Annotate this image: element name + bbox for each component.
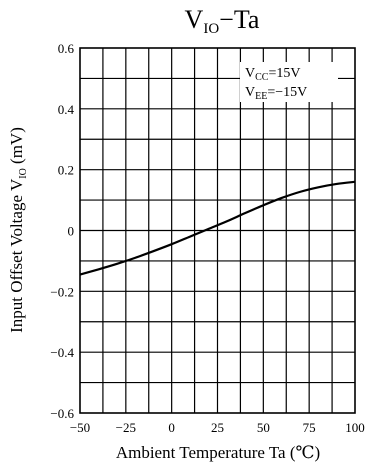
y-tick-label: 0.6 <box>58 41 75 56</box>
x-tick-label: −50 <box>70 420 90 435</box>
y-axis-label: Input Offset Voltage VIO (mV) <box>7 127 29 333</box>
y-tick-label: −0.6 <box>50 406 74 421</box>
x-tick-label: 25 <box>211 420 224 435</box>
y-tick-label: 0.4 <box>58 102 75 117</box>
x-tick-label: 0 <box>168 420 175 435</box>
chart-title: VIO−Ta <box>185 5 260 37</box>
conditions-box: VCC=15V VEE=−15V <box>240 62 338 102</box>
x-tick-label: 75 <box>303 420 316 435</box>
y-tick-label: 0.2 <box>58 163 74 178</box>
grid <box>80 48 355 413</box>
conditions-background <box>240 62 338 102</box>
y-tick-label: 0 <box>68 224 75 239</box>
y-ticks: 0.6 0.4 0.2 0 −0.2 −0.4 −0.6 <box>50 41 74 421</box>
plot-area: −50 −25 0 25 50 75 100 0.6 0.4 0.2 0 −0.2 −0.4 −0.6 <box>50 41 364 435</box>
series-line <box>79 180 356 276</box>
x-tick-label: 100 <box>345 420 365 435</box>
x-tick-label: 50 <box>257 420 270 435</box>
y-tick-label: −0.2 <box>50 284 74 299</box>
x-axis-label: Ambient Temperature Ta (℃) <box>116 443 320 462</box>
x-tick-label: −25 <box>116 420 136 435</box>
condition-vee: VEE=−15V <box>245 85 307 102</box>
x-ticks: −50 −25 0 25 50 75 100 <box>70 420 365 435</box>
y-tick-label: −0.4 <box>50 345 74 360</box>
condition-vcc: VCC=15V <box>245 66 300 83</box>
